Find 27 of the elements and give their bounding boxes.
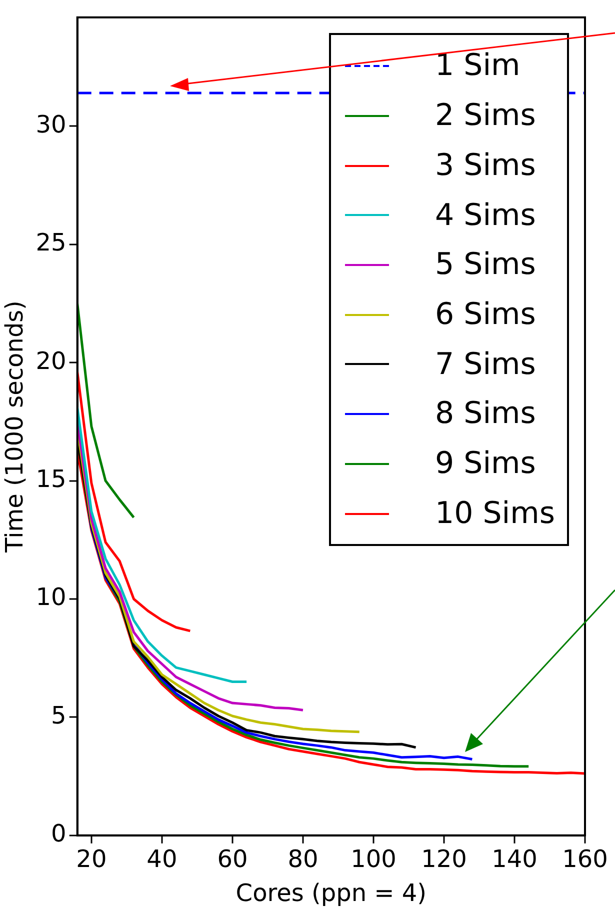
legend-label: 5 Sims [435, 246, 536, 284]
legend-label: 8 Sims [435, 395, 536, 434]
y-tick-label: 10 [36, 583, 66, 612]
legend-label: 6 Sims [435, 296, 536, 334]
x-tick-label: 80 [288, 845, 318, 874]
x-tick-label: 160 [562, 845, 608, 874]
y-axis-title: Time (1000 seconds) [0, 300, 29, 554]
legend-label: 2 Sims [435, 97, 536, 136]
x-tick-label: 140 [492, 845, 538, 874]
y-tick-label: 25 [36, 228, 66, 257]
legend-label: 9 Sims [435, 445, 536, 484]
legend-label: 1 Sim [435, 47, 520, 86]
legend-label: 4 Sims [435, 196, 536, 234]
legend-label: 3 Sims [435, 146, 536, 185]
x-tick-label: 20 [76, 845, 107, 874]
x-tick-label: 100 [350, 845, 396, 874]
x-tick-label: 60 [217, 845, 248, 874]
y-tick-label: 15 [36, 465, 66, 494]
x-tick-label: 120 [421, 845, 467, 874]
x-tick-label: 40 [146, 845, 178, 874]
legend-label: 10 Sims [435, 494, 555, 533]
y-tick-label: 20 [36, 346, 66, 375]
y-tick-label: 0 [51, 820, 66, 848]
legend-label: 7 Sims [435, 346, 536, 384]
y-tick-label: 5 [51, 701, 66, 730]
x-axis-title: Cores (ppn = 4) [236, 878, 427, 907]
y-tick-label: 30 [36, 110, 66, 138]
